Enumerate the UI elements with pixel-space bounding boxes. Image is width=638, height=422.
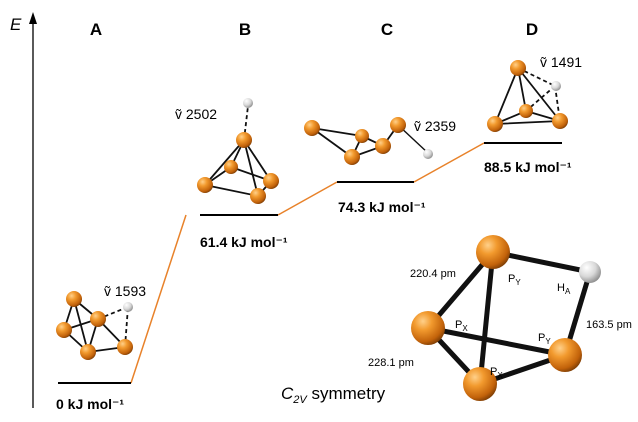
atom-label-py-top: PY <box>508 273 521 287</box>
phosphorus-atom <box>390 117 406 133</box>
hydrogen-atom <box>579 261 601 283</box>
frequency-label-c: ṽ 2359 <box>414 118 456 134</box>
isomer-label-a: A <box>90 20 102 39</box>
reaction-path <box>130 142 485 384</box>
phosphorus-atom <box>463 367 497 401</box>
phosphorus-atom <box>80 344 96 360</box>
molecule-c <box>304 117 433 165</box>
energy-value-b: 61.4 kJ mol⁻¹ <box>200 234 288 250</box>
phosphorus-atom <box>375 138 391 154</box>
phosphorus-atom <box>548 338 582 372</box>
isomer-label-b: B <box>239 20 251 39</box>
frequency-label-b: ṽ 2502 <box>175 106 217 122</box>
bond-length-px-py: 220.4 pm <box>410 268 456 280</box>
detailed-structure <box>411 235 601 401</box>
phosphorus-atom <box>411 311 445 345</box>
phosphorus-atom <box>355 129 369 143</box>
energy-axis-label: E <box>10 15 22 34</box>
isomer-label-c: C <box>381 20 393 39</box>
phosphorus-atom <box>487 116 503 132</box>
phosphorus-atom <box>552 113 568 129</box>
bond-length-px-px: 228.1 pm <box>368 357 414 369</box>
phosphorus-atom <box>117 339 133 355</box>
phosphorus-atom <box>56 322 72 338</box>
phosphorus-atom <box>519 104 533 118</box>
isomer-label-d: D <box>526 20 538 39</box>
atom-label-ha: HA <box>557 282 571 296</box>
atom-label-px-bottom: PX <box>490 366 503 380</box>
atom-label-px-left: PX <box>455 319 468 333</box>
energy-value-c: 74.3 kJ mol⁻¹ <box>338 199 426 215</box>
phosphorus-atom <box>224 160 238 174</box>
phosphorus-atom <box>304 120 320 136</box>
phosphorus-atom <box>344 149 360 165</box>
phosphorus-atom <box>510 60 526 76</box>
energy-value-d: 88.5 kJ mol⁻¹ <box>484 159 572 175</box>
phosphorus-atom <box>476 235 510 269</box>
phosphorus-atom <box>263 173 279 189</box>
phosphorus-atom <box>66 291 82 307</box>
molecule-d <box>487 60 568 132</box>
energy-axis: E <box>10 12 37 408</box>
frequency-label-d: ṽ 1491 <box>540 54 582 70</box>
hydrogen-atom <box>423 149 433 159</box>
phosphorus-atom <box>197 177 213 193</box>
frequency-label-a: ṽ 1593 <box>104 283 146 299</box>
hydrogen-atom <box>243 98 253 108</box>
molecule-b <box>197 98 279 204</box>
phosphorus-atom <box>236 132 252 148</box>
hydrogen-atom <box>551 81 561 91</box>
atom-label-py-right: PY <box>538 332 551 346</box>
symmetry-label: C2V symmetry <box>281 384 386 406</box>
phosphorus-atom <box>250 188 266 204</box>
bond-length-py-ha: 163.5 pm <box>586 319 632 331</box>
molecule-a <box>56 291 133 360</box>
hydrogen-atom <box>123 302 133 312</box>
energy-value-a: 0 kJ mol⁻¹ <box>56 396 124 412</box>
phosphorus-atom <box>90 311 106 327</box>
axis-arrow-icon <box>29 12 37 24</box>
